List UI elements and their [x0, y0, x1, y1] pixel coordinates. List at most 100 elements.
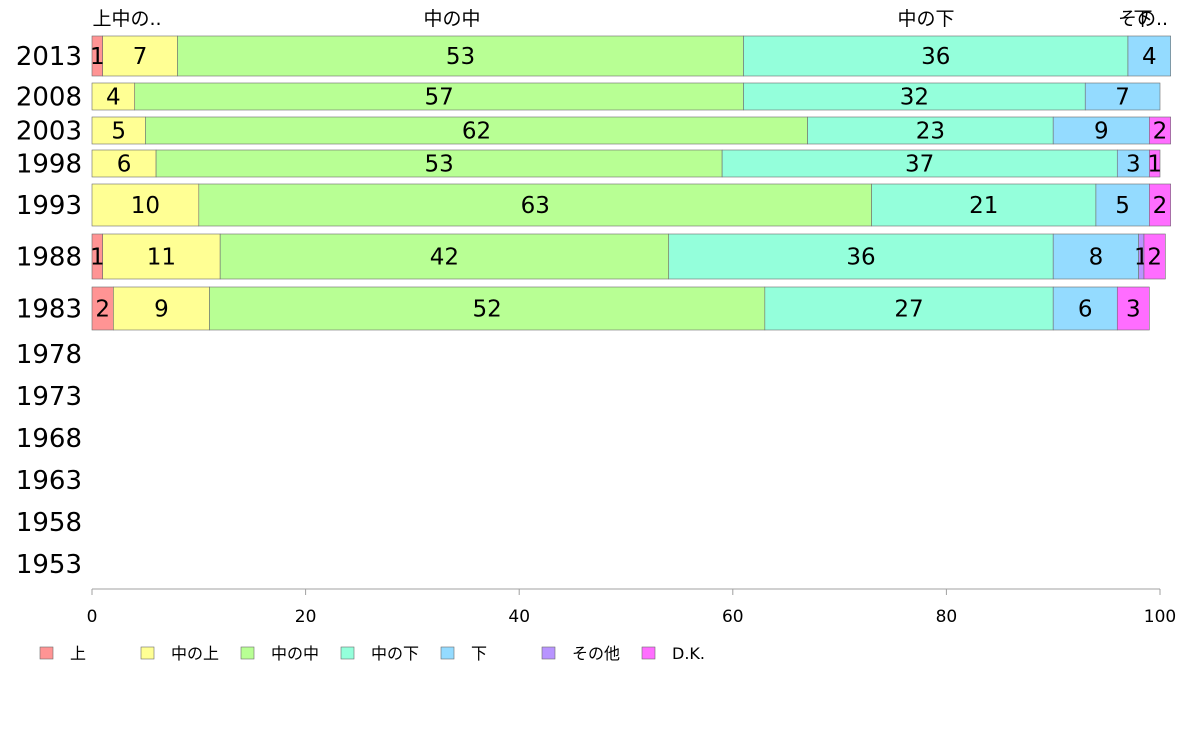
segment-label-1993-3: 21 — [969, 193, 998, 219]
bar-segment-1998-3 — [721, 149, 1118, 178]
year-label-1988: 1988 — [16, 243, 82, 273]
legend-swatch-5 — [541, 646, 556, 660]
segment-label-2013-2: 53 — [446, 44, 475, 70]
segment-label-1993-4: 5 — [1115, 193, 1130, 219]
year-label-1993: 1993 — [16, 191, 82, 221]
bar-segment-2008-3 — [743, 82, 1086, 111]
year-label-1973: 1973 — [16, 382, 82, 412]
bar-segment-2003-2 — [145, 116, 808, 145]
x-tick-label-100: 100 — [1144, 607, 1176, 627]
bar-segment-1993-3 — [871, 183, 1097, 227]
segment-label-1988-1: 11 — [147, 245, 176, 271]
top-label-2: 中の下 — [897, 8, 954, 30]
segment-label-1993-1: 10 — [131, 193, 160, 219]
bar-segment-1983-1 — [113, 286, 210, 331]
segment-label-2003-6: 2 — [1153, 119, 1168, 145]
x-tick-label-40: 40 — [508, 607, 530, 627]
legend-swatch-1 — [140, 646, 155, 660]
bar-segment-1998-2 — [155, 149, 723, 178]
bar-segment-1998-6 — [1149, 149, 1161, 178]
segment-label-2003-1: 5 — [111, 119, 126, 145]
segment-label-2003-4: 9 — [1094, 119, 1109, 145]
bar-segment-1988-3 — [668, 233, 1054, 280]
segment-label-2013-1: 7 — [133, 44, 148, 70]
bar-segment-2003-1 — [91, 116, 146, 145]
legend-swatch-2 — [240, 646, 255, 660]
segment-label-1983-1: 9 — [154, 297, 169, 323]
legend-swatch-6 — [641, 646, 656, 660]
segment-label-1983-2: 52 — [473, 297, 502, 323]
segment-label-1983-4: 6 — [1078, 297, 1093, 323]
bar-segment-1998-4 — [1116, 149, 1150, 178]
bar-segment-2003-4 — [1052, 116, 1150, 145]
segment-label-2008-2: 57 — [424, 85, 453, 111]
legend-label-3: 中の下 — [371, 644, 419, 663]
legend-swatch-0 — [39, 646, 54, 660]
segment-label-1993-2: 63 — [521, 193, 550, 219]
bar-segment-1983-6 — [1116, 286, 1150, 331]
bar-segment-2008-2 — [134, 82, 744, 111]
bar-segment-2013-4 — [1127, 35, 1171, 77]
bar-segment-1988-4 — [1052, 233, 1139, 280]
top-label-3: 下 — [1133, 8, 1152, 30]
top-label-4: その.. — [1118, 8, 1168, 30]
legend-label-0: 上 — [70, 644, 86, 663]
bar-segment-1983-4 — [1052, 286, 1118, 331]
bar-segment-1993-2 — [198, 183, 872, 227]
segment-label-1993-6: 2 — [1153, 193, 1168, 219]
year-label-2013: 2013 — [16, 42, 82, 72]
legend-label-1: 中の上 — [171, 644, 219, 663]
bar-segment-2013-1 — [102, 35, 178, 77]
segment-label-1988-0: 1 — [90, 245, 105, 271]
year-label-1978: 1978 — [16, 340, 82, 370]
segment-label-1998-3: 37 — [905, 152, 934, 178]
bar-segment-1988-2 — [219, 233, 670, 280]
bar-segment-1983-2 — [209, 286, 766, 331]
bar-segment-2003-6 — [1149, 116, 1171, 145]
legend-label-2: 中の中 — [271, 644, 319, 663]
segment-label-1998-1: 6 — [117, 152, 132, 178]
bar-segment-1983-3 — [764, 286, 1054, 331]
legend-swatch-4 — [440, 646, 455, 660]
segment-label-2013-0: 1 — [90, 44, 105, 70]
x-tick-label-80: 80 — [936, 607, 958, 627]
segment-label-1983-3: 27 — [894, 297, 923, 323]
bar-segment-1993-4 — [1095, 183, 1150, 227]
segment-label-1983-6: 3 — [1126, 297, 1141, 323]
segment-label-1988-6: 2 — [1147, 245, 1162, 271]
legend-label-5: その他 — [572, 644, 620, 663]
segment-label-1988-3: 36 — [846, 245, 875, 271]
bar-segment-1988-1 — [102, 233, 221, 280]
year-label-1953: 1953 — [16, 550, 82, 580]
segment-label-1998-6: 1 — [1147, 152, 1162, 178]
bar-segment-1993-1 — [91, 183, 200, 227]
segment-label-2003-2: 62 — [462, 119, 491, 145]
top-label-1: 中の中 — [423, 8, 480, 30]
segment-label-1988-2: 42 — [430, 245, 459, 271]
segment-label-2008-1: 4 — [106, 85, 121, 111]
x-tick-label-60: 60 — [722, 607, 744, 627]
year-label-1958: 1958 — [16, 508, 82, 538]
bar-segment-1988-6 — [1143, 233, 1166, 280]
x-tick-label-0: 0 — [87, 607, 98, 627]
segment-label-2008-4: 7 — [1115, 85, 1130, 111]
segment-label-2003-3: 23 — [916, 119, 945, 145]
segment-label-2013-4: 4 — [1142, 44, 1157, 70]
bar-segment-1993-6 — [1149, 183, 1171, 227]
segment-label-1983-0: 2 — [95, 297, 110, 323]
segment-label-1988-4: 8 — [1089, 245, 1104, 271]
x-tick-label-20: 20 — [295, 607, 317, 627]
segment-label-1998-4: 3 — [1126, 152, 1141, 178]
segment-label-2013-3: 36 — [921, 44, 950, 70]
year-label-2008: 2008 — [16, 83, 82, 113]
bar-segment-2003-3 — [807, 116, 1054, 145]
legend-label-4: 下 — [471, 644, 487, 663]
bar-segment-2013-3 — [743, 35, 1129, 77]
year-label-2003: 2003 — [16, 117, 82, 147]
bar-segment-2008-4 — [1084, 82, 1161, 111]
segment-label-1998-2: 53 — [424, 152, 453, 178]
bar-segment-1998-1 — [91, 149, 157, 178]
segment-label-2008-3: 32 — [900, 85, 929, 111]
year-label-1983: 1983 — [16, 295, 82, 325]
